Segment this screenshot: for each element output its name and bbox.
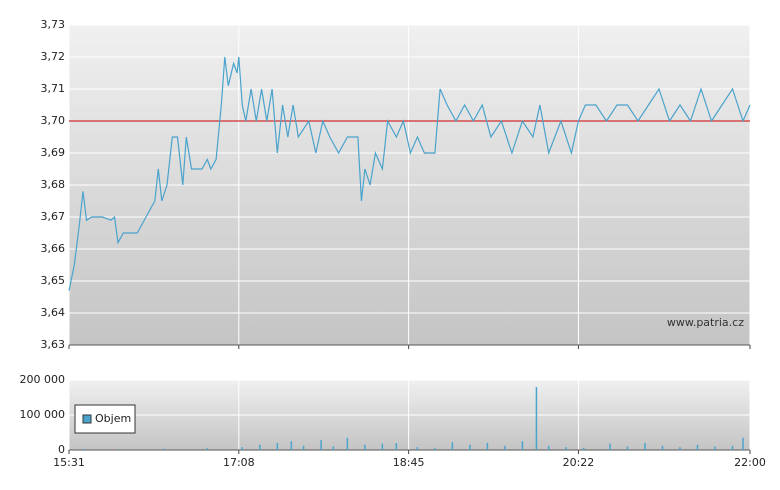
y-tick-label: 3,65 <box>41 274 66 287</box>
y-tick-label: 0 <box>58 443 65 456</box>
x-tick-label: 22:00 <box>734 456 766 469</box>
y-tick-label: 3,64 <box>41 306 66 319</box>
x-tick-label: 18:45 <box>393 456 425 469</box>
x-tick-label: 20:22 <box>563 456 595 469</box>
legend-swatch <box>82 414 92 424</box>
y-tick-label: 3,73 <box>41 18 66 31</box>
y-tick-label: 3,70 <box>41 114 66 127</box>
watermark: www.patria.cz <box>667 316 744 329</box>
y-tick-label: 3,72 <box>41 50 66 63</box>
y-tick-label: 100 000 <box>20 408 66 421</box>
y-tick-label: 3,63 <box>41 338 66 351</box>
x-tick-label: 17:08 <box>223 456 255 469</box>
y-tick-label: 3,68 <box>41 178 66 191</box>
y-tick-label: 3,67 <box>41 210 66 223</box>
legend-label: Objem <box>95 412 131 425</box>
price-line <box>68 56 751 291</box>
y-tick-label: 200 000 <box>20 373 66 386</box>
y-tick-label: 3,71 <box>41 82 66 95</box>
y-tick-label: 3,69 <box>41 146 66 159</box>
y-tick-label: 3,66 <box>41 242 66 255</box>
x-tick-label: 15:31 <box>53 456 85 469</box>
